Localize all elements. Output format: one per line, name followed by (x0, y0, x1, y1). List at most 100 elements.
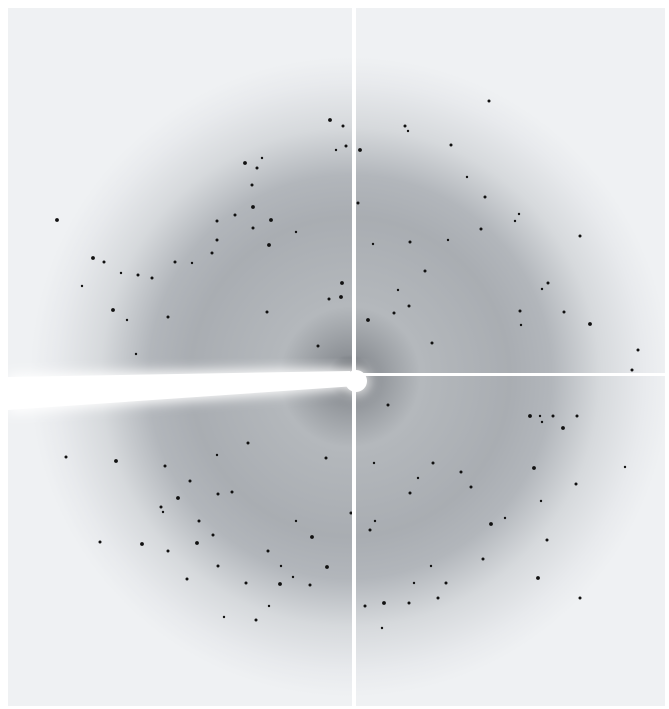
diffraction-spot (328, 118, 332, 122)
diffraction-spot (513, 219, 517, 223)
diffraction-spot (308, 583, 312, 587)
diffraction-spot (519, 323, 523, 327)
diffraction-spot (479, 227, 483, 231)
diffraction-spot (540, 420, 544, 424)
diffraction-spot (630, 368, 634, 372)
diffraction-spot (197, 519, 201, 523)
diffraction-spot (325, 565, 329, 569)
diffraction-spot (251, 205, 255, 209)
diffraction-spot (546, 281, 550, 285)
diffraction-spot (222, 615, 226, 619)
diffraction-spot (233, 213, 237, 217)
diffraction-spot (185, 577, 189, 581)
diffraction-spot (251, 226, 255, 230)
diffraction-spot (211, 533, 215, 537)
diffraction-spot (55, 218, 59, 222)
diffraction-spot (429, 564, 433, 568)
diffraction-spot (518, 309, 522, 313)
diffraction-spot (368, 528, 372, 532)
diffraction-spot (340, 281, 344, 285)
diffraction-spot (341, 124, 345, 128)
diffraction-spot (545, 538, 549, 542)
diffraction-spot (230, 490, 234, 494)
diffraction-spot (91, 256, 95, 260)
diffraction-spot (578, 596, 582, 600)
diffraction-spot (423, 269, 427, 273)
diffraction-spot (386, 403, 390, 407)
diffraction-spot (114, 459, 118, 463)
diffraction-spot (190, 261, 194, 265)
diffraction-spot (215, 453, 219, 457)
diffraction-spot (80, 284, 84, 288)
diffraction-spot (403, 124, 407, 128)
diffraction-spot (195, 541, 199, 545)
detector-gap-vertical (352, 8, 356, 706)
diffraction-spot (324, 456, 328, 460)
diffraction-spot (215, 238, 219, 242)
diffraction-spot (588, 322, 592, 326)
diffraction-spot (243, 161, 247, 165)
diffraction-spot (469, 485, 473, 489)
diffraction-spot (349, 511, 353, 515)
diffraction-spot (371, 242, 375, 246)
outer-margin-right (665, 0, 669, 709)
diffraction-spot (163, 464, 167, 468)
diffraction-spot (380, 626, 384, 630)
diffraction-spot (431, 461, 435, 465)
diffraction-spot (188, 479, 192, 483)
diffraction-spot (176, 496, 180, 500)
diffraction-spot (407, 601, 411, 605)
diffraction-spot (539, 499, 543, 503)
diffraction-spot (366, 318, 370, 322)
diffraction-spot (310, 535, 314, 539)
diffraction-spot (119, 271, 123, 275)
diffraction-spot (562, 310, 566, 314)
diffraction-spot (210, 251, 214, 255)
diffraction-spot (465, 175, 469, 179)
diffraction-spot (528, 414, 532, 418)
diffraction-spot (636, 348, 640, 352)
diffraction-spot (574, 482, 578, 486)
diffraction-spot (269, 218, 273, 222)
diffraction-spot (316, 344, 320, 348)
diffraction-spot (136, 273, 140, 277)
diffraction-spot (408, 491, 412, 495)
diffraction-spot (98, 540, 102, 544)
diffraction-spot (215, 219, 219, 223)
diffraction-spot (446, 238, 450, 242)
diffraction-spot (382, 601, 386, 605)
diffraction-spot (416, 476, 420, 480)
diffraction-spot (481, 557, 485, 561)
diffraction-spot (356, 201, 360, 205)
diffraction-spot (396, 288, 400, 292)
diffraction-spot (250, 183, 254, 187)
diffraction-spot (412, 581, 416, 585)
diffraction-spot (517, 212, 521, 216)
diffraction-spot (216, 564, 220, 568)
diffraction-spot (102, 260, 106, 264)
diffraction-spot (373, 519, 377, 523)
diffraction-spot (294, 519, 298, 523)
diffraction-spot (575, 414, 579, 418)
diffraction-spot (159, 505, 163, 509)
diffraction-spot (140, 542, 144, 546)
diffraction-spot (358, 148, 362, 152)
diffraction-spot (327, 297, 331, 301)
diffraction-spot (436, 596, 440, 600)
diffraction-spots (55, 99, 640, 630)
diffraction-spot (161, 510, 165, 514)
diffraction-spot (483, 195, 487, 199)
diffraction-spot (430, 341, 434, 345)
diffraction-spot (372, 461, 376, 465)
diffraction-spot (561, 426, 565, 430)
diffraction-spot (260, 156, 264, 160)
diffraction-spot (265, 310, 269, 314)
diffraction-spot (216, 492, 220, 496)
diffraction-spot (407, 304, 411, 308)
diffraction-spot (266, 549, 270, 553)
diffraction-spot (406, 129, 410, 133)
diffraction-spot (623, 465, 627, 469)
diffraction-spot (408, 240, 412, 244)
diffraction-spot (532, 466, 536, 470)
